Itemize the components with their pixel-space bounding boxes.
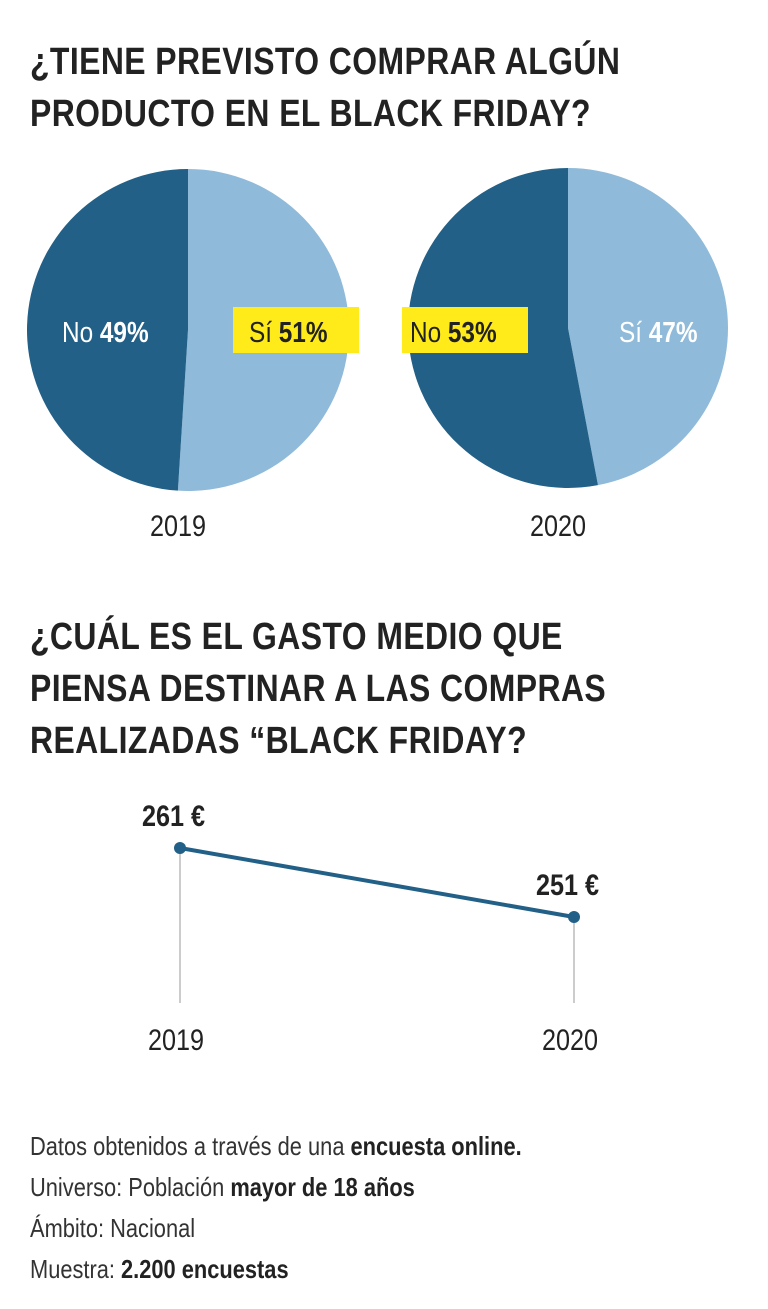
pie-label: No 49%	[62, 316, 149, 348]
pie-label: Sí 51%	[249, 316, 328, 348]
pie-label-part: 53%	[448, 316, 497, 348]
data-label-part: 261 €	[142, 799, 205, 833]
pie-label-part: 47%	[649, 316, 698, 348]
footnote-text: Universo: Población	[30, 1172, 231, 1202]
pie-year-label-part: 2020	[530, 509, 586, 543]
data-label: 261 €	[142, 799, 205, 833]
series-line	[179, 846, 575, 919]
data-point	[568, 911, 580, 923]
x-tick-label: 2020	[542, 1023, 598, 1057]
pie-label-part: 51%	[279, 316, 328, 348]
pie-year-label: 2020	[530, 509, 586, 543]
pie-slice-si	[568, 168, 729, 486]
pie-slice-no	[26, 169, 189, 491]
x-tick-label-part: 2019	[148, 1023, 204, 1057]
footnote-bold: encuesta online.	[350, 1131, 522, 1161]
pie-label: Sí 47%	[619, 316, 698, 348]
pie-label-part: No	[410, 316, 448, 348]
title-purchase-intent: ¿TIENE PREVISTO COMPRAR ALGÚN PRODUCTO E…	[30, 36, 733, 140]
pie-year-label-part: 2019	[150, 509, 206, 543]
title-line: ¿TIENE PREVISTO COMPRAR ALGÚN	[30, 41, 621, 83]
highlight-box	[402, 307, 528, 353]
data-label: 251 €	[536, 868, 599, 902]
footnote-bold: 2.200 encuestas	[121, 1254, 289, 1284]
pie-label-part: Sí	[619, 316, 649, 348]
pie-label: No 53%	[410, 316, 497, 348]
pie-label-part: No	[62, 316, 100, 348]
pie-label-part: 49%	[100, 316, 149, 348]
pie-year-label: 2019	[150, 509, 206, 543]
title-average-spend: ¿CUÁL ES EL GASTO MEDIO QUE PIENSA DESTI…	[30, 611, 716, 767]
title-line: PIENSA DESTINAR A LAS COMPRAS	[30, 668, 607, 710]
data-label-part: 251 €	[536, 868, 599, 902]
title-line: ¿CUÁL ES EL GASTO MEDIO QUE	[30, 616, 563, 658]
title-line: REALIZADAS “BLACK FRIDAY?	[30, 720, 527, 762]
footnote: Datos obtenidos a través de una encuesta…	[30, 1126, 615, 1290]
footnote-text: Muestra:	[30, 1254, 122, 1284]
footnote-text: Datos obtenidos a través de una	[30, 1131, 351, 1161]
x-tick-label-part: 2020	[542, 1023, 598, 1057]
highlight-box	[233, 307, 359, 353]
title-line: PRODUCTO EN EL BLACK FRIDAY?	[30, 93, 591, 135]
x-tick-label: 2019	[148, 1023, 204, 1057]
data-point	[174, 842, 186, 854]
pie-label-part: Sí	[249, 316, 279, 348]
footnote-text: Ámbito: Nacional	[30, 1213, 196, 1243]
footnote-bold: mayor de 18 años	[230, 1172, 415, 1202]
